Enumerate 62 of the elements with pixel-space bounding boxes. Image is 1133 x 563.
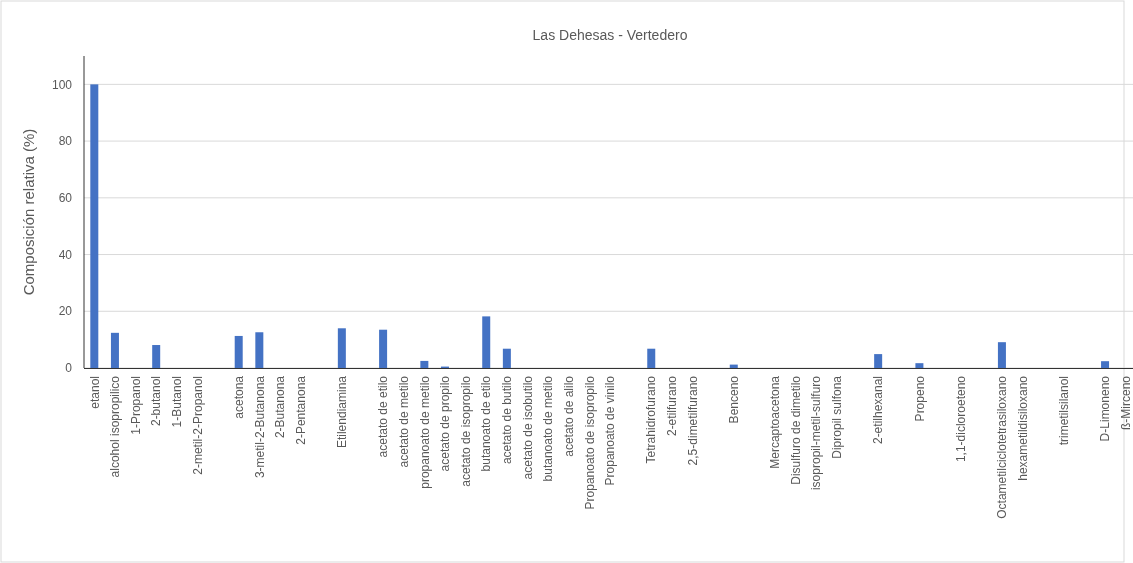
- x-tick-label: acetato de isopropilo: [458, 375, 473, 487]
- bar: [482, 316, 491, 368]
- x-tick-label: isopropil-metil-sulfuro: [809, 375, 824, 491]
- x-tick-label: 1,1-dicloroeteno: [953, 375, 968, 463]
- x-tick-label: 2-etilhexanal: [871, 376, 886, 445]
- x-tick-label: D-Limoneno: [1098, 375, 1113, 442]
- x-tick-label: acetato de metilo: [396, 375, 411, 468]
- y-tick-label: 20: [58, 304, 73, 319]
- bar: [152, 345, 161, 368]
- y-tick-label: 60: [58, 191, 73, 206]
- bar: [915, 363, 924, 368]
- x-tick-label: 2,5-dimetilfurano: [685, 375, 700, 466]
- x-tick-label: trimetilsilanol: [1057, 376, 1071, 446]
- x-tick-label: acetato de isobutilo: [520, 375, 535, 480]
- bar: [255, 332, 264, 368]
- bar: [337, 328, 346, 368]
- bar: [110, 332, 119, 368]
- bar: [420, 360, 429, 368]
- bar: [234, 335, 243, 368]
- x-tick-label: acetato de butilo: [500, 375, 515, 465]
- y-tick-label: 100: [51, 77, 73, 92]
- x-tick-label: 2-Butanona: [273, 375, 288, 439]
- x-tick-label: Disulfuro de dimetilo: [788, 375, 803, 485]
- x-tick-label: Propanoato de vinilo: [603, 375, 618, 486]
- x-tick-label: Propanoato de isopropilo: [582, 375, 597, 510]
- bar: [1101, 361, 1110, 368]
- bar: [90, 84, 99, 368]
- x-tick-label: 2-butanol: [149, 376, 164, 427]
- y-tick-label: 80: [58, 134, 73, 149]
- x-tick-label: 3-metil-2-Butanona: [252, 375, 267, 479]
- bar: [379, 329, 388, 368]
- x-tick-label: alcohol isopropilico: [108, 375, 123, 478]
- x-tick-label: acetona: [231, 375, 246, 419]
- x-tick-label: acetato de propilo: [438, 375, 453, 472]
- x-tick-label: acetato de etilo: [376, 375, 391, 458]
- y-tick-label: 0: [65, 361, 73, 376]
- x-tick-label: Dipropil sulfona: [830, 375, 845, 459]
- bar: [502, 348, 511, 368]
- x-tick-label: Etilendiamina: [335, 375, 350, 449]
- chart-title: Las Dehesas - Vertedero: [532, 27, 688, 43]
- x-tick-label: etanol: [87, 376, 102, 409]
- y-axis-title: Composición relativa (%): [20, 128, 37, 296]
- x-tick-label: acetato de alilo: [561, 375, 576, 457]
- y-tick-label: 40: [58, 247, 73, 262]
- x-tick-label: ß-Mirceno: [1118, 375, 1133, 431]
- x-tick-label: Mercaptoacetona: [768, 375, 783, 469]
- x-tick-label: Tetrahidrofurano: [644, 375, 659, 464]
- bar: [647, 348, 656, 368]
- bar: [874, 354, 883, 368]
- x-tick-label: propanoato de metilo: [417, 375, 432, 489]
- x-tick-label: 2-Pentanona: [293, 375, 308, 445]
- x-tick-label: 2-metil-2-Propanol: [190, 376, 205, 475]
- x-tick-label: 2-etilfurano: [665, 375, 680, 437]
- x-tick-label: Octametilciclotetrasiloxano: [995, 375, 1010, 519]
- bar: [997, 342, 1006, 368]
- x-tick-label: butanoato de metilo: [541, 375, 556, 482]
- x-tick-label: 1-Propanol: [128, 376, 143, 435]
- x-tick-label: Benceno: [726, 375, 741, 424]
- x-tick-label: Propeno: [912, 375, 927, 422]
- x-tick-label: butanoato de etilo: [479, 375, 494, 472]
- x-tick-label: hexametildisiloxano: [1015, 375, 1030, 481]
- x-tick-label: 1-Butanol: [170, 376, 185, 428]
